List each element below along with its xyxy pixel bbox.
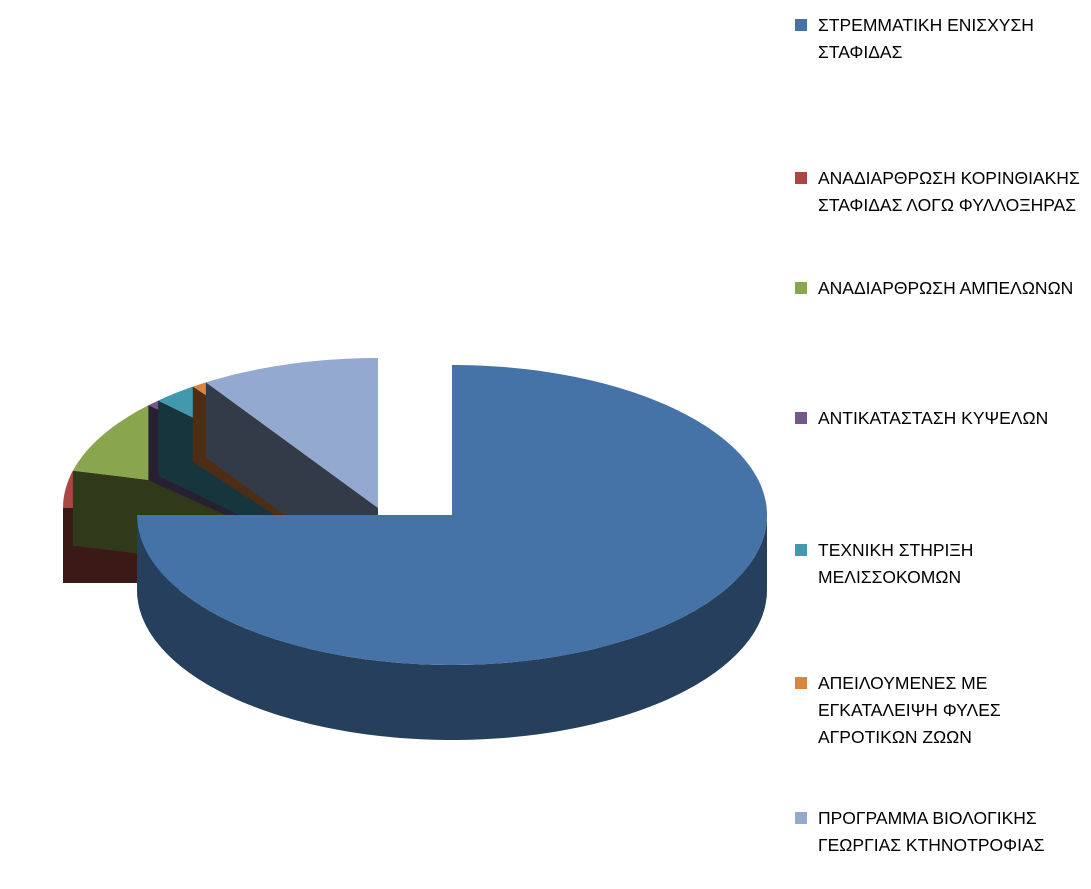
- chart: [63, 358, 767, 740]
- legend-swatch: [795, 282, 807, 294]
- legend-label: ΤΕΧΝΙΚΗ ΣΤΗΡΙΞΗ ΜΕΛΙΣΣΟΚΟΜΩΝ: [818, 540, 974, 587]
- legend-label: ΑΝΑΔΙΑΡΘΡΩΣΗ ΑΜΠΕΛΩΝΩΝ: [818, 278, 1074, 298]
- legend-label: ΑΝΑΔΙΑΡΘΡΩΣΗ ΚΟΡΙΝΘΙΑΚΗΣ ΣΤΑΦΙΔΑΣ ΛΟΓΩ Φ…: [818, 168, 1080, 215]
- slice-side: [137, 515, 767, 740]
- pie-slice: [137, 365, 767, 740]
- legend-swatch: [795, 172, 807, 184]
- legend-swatch: [795, 544, 807, 556]
- legend-swatch: [795, 812, 807, 824]
- legend-label: ΣΤΡΕΜΜΑΤΙΚΗ ΕΝΙΣΧΥΣΗ ΣΤΑΦΙΔΑΣ: [818, 15, 1034, 62]
- slice-top: [137, 365, 767, 665]
- legend-swatch: [795, 19, 807, 31]
- legend-label: ΑΠΕΙΛΟΥΜΕΝΕΣ ΜΕ ΕΓΚΑΤΑΛΕΙΨΗ ΦΥΛΕΣ ΑΓΡΟΤΙ…: [818, 673, 1001, 747]
- legend-swatch: [795, 677, 807, 689]
- legend-swatch: [795, 412, 807, 424]
- legend-label: ΑΝΤΙΚΑΤΑΣΤΑΣΗ ΚΥΨΕΛΩΝ: [818, 408, 1049, 428]
- legend-label: ΠΡΟΓΡΑΜΜΑ ΒΙΟΛΟΓΙΚΗΣ ΓΕΩΡΓΙΑΣ ΚΤΗΝΟΤΡΟΦΙ…: [818, 808, 1045, 855]
- slice-top: [205, 358, 378, 508]
